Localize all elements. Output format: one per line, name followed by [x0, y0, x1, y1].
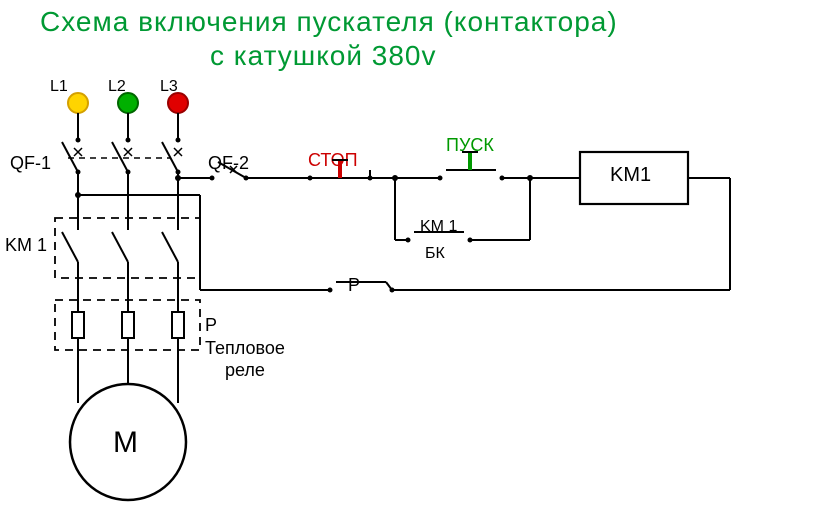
lamp-l3-icon	[168, 93, 188, 113]
km1-aux-contact-bk	[406, 232, 473, 243]
lamp-l1-icon	[68, 93, 88, 113]
thermal-contact-p	[328, 282, 395, 293]
breaker-qf2	[210, 162, 249, 181]
thermal-heaters	[72, 300, 184, 350]
start-button	[438, 152, 505, 181]
motor-symbol	[70, 384, 186, 500]
breaker-qf1	[62, 138, 182, 175]
contactor-km1-poles	[62, 218, 178, 278]
km1-coil	[580, 152, 688, 204]
lamp-l2-icon	[118, 93, 138, 113]
stop-button	[308, 160, 373, 181]
schematic-svg	[0, 0, 830, 523]
